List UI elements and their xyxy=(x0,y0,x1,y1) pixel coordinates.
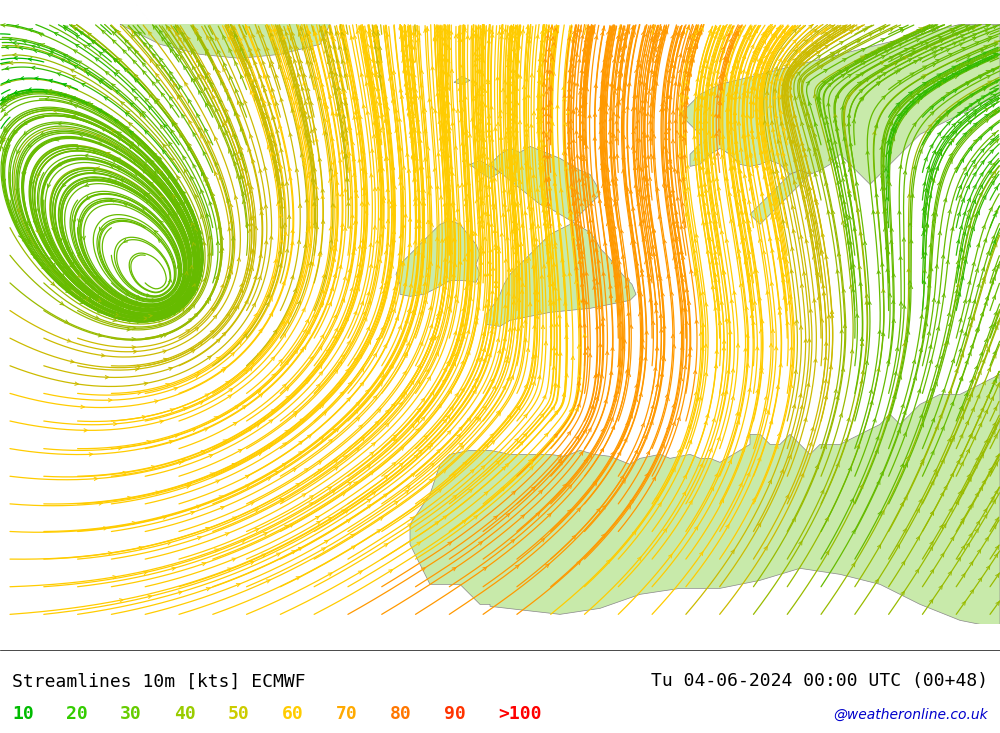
Polygon shape xyxy=(680,24,1000,185)
Text: 80: 80 xyxy=(390,705,412,723)
Text: Streamlines 10m [kts] ECMWF: Streamlines 10m [kts] ECMWF xyxy=(12,672,306,690)
Polygon shape xyxy=(410,375,1000,625)
Text: 20: 20 xyxy=(66,705,88,723)
Text: 90: 90 xyxy=(444,705,466,723)
Polygon shape xyxy=(486,147,636,326)
Text: 10: 10 xyxy=(12,705,34,723)
Text: Tu 04-06-2024 00:00 UTC (00+48): Tu 04-06-2024 00:00 UTC (00+48) xyxy=(651,672,988,690)
Text: 30: 30 xyxy=(120,705,142,723)
Text: >100: >100 xyxy=(498,705,542,723)
Polygon shape xyxy=(750,170,810,224)
Text: 70: 70 xyxy=(336,705,358,723)
Text: 40: 40 xyxy=(174,705,196,723)
Polygon shape xyxy=(470,161,500,178)
Text: 60: 60 xyxy=(282,705,304,723)
Text: @weatheronline.co.uk: @weatheronline.co.uk xyxy=(833,707,988,721)
Polygon shape xyxy=(454,76,470,84)
Text: 50: 50 xyxy=(228,705,250,723)
Polygon shape xyxy=(396,221,480,296)
Polygon shape xyxy=(120,0,330,59)
